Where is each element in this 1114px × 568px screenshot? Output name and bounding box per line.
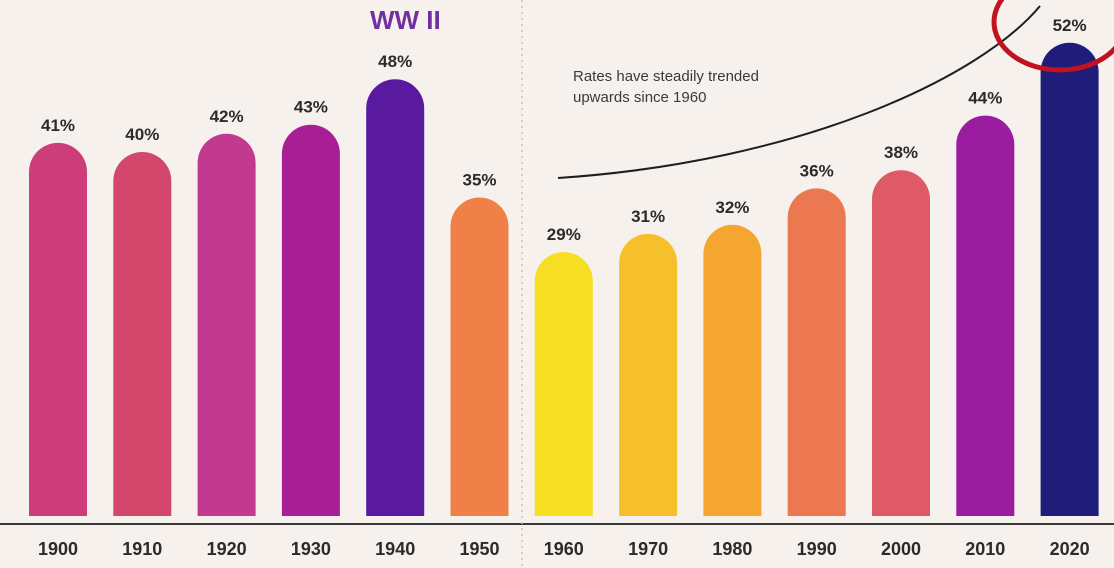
bar-1900 <box>29 142 87 516</box>
value-label-1950: 35% <box>462 171 496 190</box>
bar-2010 <box>956 115 1015 516</box>
bars-layer <box>29 42 1099 517</box>
trend-annotation-line2: upwards since 1960 <box>573 89 706 106</box>
value-label-1980: 32% <box>715 198 749 217</box>
bar-1970 <box>619 233 678 516</box>
x-tick-label-1920: 1920 <box>207 539 247 559</box>
highlight-circle-2020 <box>991 0 1114 73</box>
x-tick-label-2010: 2010 <box>965 539 1005 559</box>
x-tick-label-1980: 1980 <box>712 539 752 559</box>
value-label-1900: 41% <box>41 116 75 135</box>
x-tick-label-1930: 1930 <box>291 539 331 559</box>
x-tick-label-1940: 1940 <box>375 539 415 559</box>
bar-1920 <box>197 133 256 517</box>
bar-1910 <box>113 152 172 516</box>
x-tick-label-1960: 1960 <box>544 539 584 559</box>
bar-1980 <box>703 224 762 517</box>
x-tick-label-1900: 1900 <box>38 539 78 559</box>
value-labels-layer: 41% 40% 42% 43% 48% 35% 29% 31% 32% 36% 38% 44% 52% <box>41 16 1087 244</box>
bar-2000 <box>872 170 930 516</box>
trend-annotation-line1: Rates have steadily trended <box>573 68 759 85</box>
bar-1960 <box>534 252 593 516</box>
x-tick-label-1990: 1990 <box>797 539 837 559</box>
bar-1940 <box>366 79 425 516</box>
x-tick-label-1970: 1970 <box>628 539 668 559</box>
bar-1990 <box>787 188 846 516</box>
x-tick-label-2000: 2000 <box>881 539 921 559</box>
value-label-2000: 38% <box>884 143 918 162</box>
value-label-1970: 31% <box>631 207 665 226</box>
value-label-1920: 42% <box>210 107 244 126</box>
value-label-1960: 29% <box>547 225 581 244</box>
x-tick-label-1910: 1910 <box>122 539 162 559</box>
x-tick-label-1950: 1950 <box>459 539 499 559</box>
value-label-2020: 52% <box>1053 16 1087 35</box>
ww-ii-annotation: WW II <box>370 5 441 35</box>
trend-arrow-curve <box>557 5 1041 179</box>
bar-1950 <box>450 197 509 516</box>
value-label-2010: 44% <box>968 89 1002 108</box>
bar-2020 <box>1040 42 1099 516</box>
value-label-1910: 40% <box>125 125 159 144</box>
x-tick-labels-layer: 1900 1910 1920 1930 1940 1950 1960 1970 1980 1990… <box>38 539 1090 559</box>
value-label-1940: 48% <box>378 52 412 71</box>
bar-1930 <box>281 124 340 517</box>
value-label-1930: 43% <box>294 98 328 117</box>
value-label-1990: 36% <box>800 161 834 180</box>
x-tick-label-2020: 2020 <box>1050 539 1090 559</box>
